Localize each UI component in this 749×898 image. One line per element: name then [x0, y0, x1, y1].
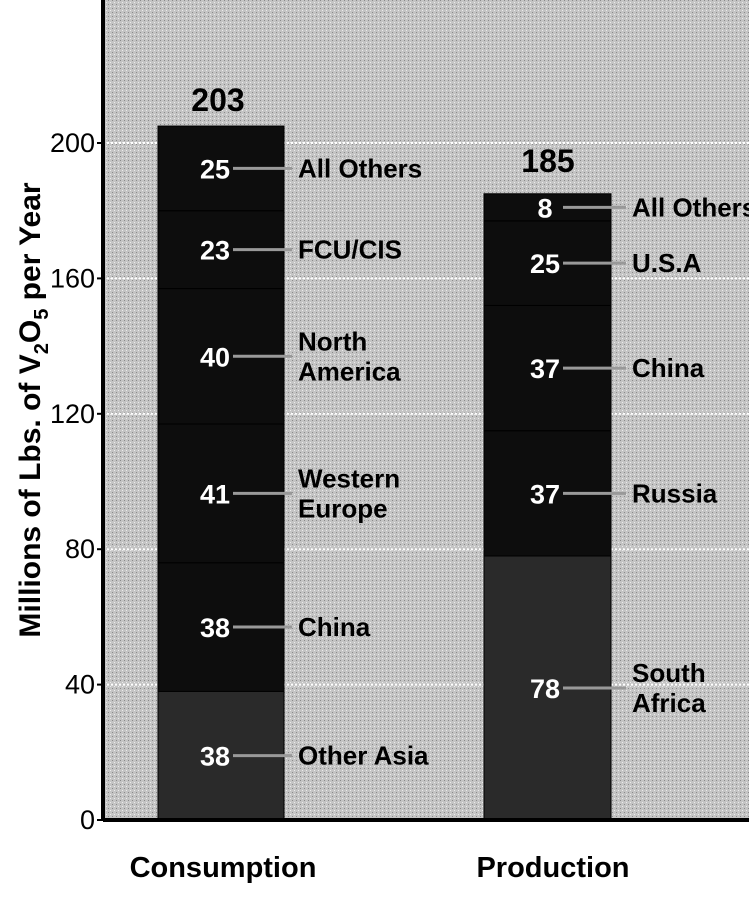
y-tick-label: 0 — [80, 805, 95, 835]
segment-category-label: Other Asia — [298, 741, 429, 771]
segment-category-label: All Others — [632, 192, 749, 222]
x-category-label: Production — [476, 852, 629, 884]
bar-total-label: 203 — [191, 82, 244, 118]
y-tick-label: 40 — [65, 670, 95, 700]
segment-value-label: 40 — [200, 342, 230, 372]
y-tick-label: 160 — [50, 263, 95, 293]
category-labels: Consumption Production — [130, 852, 630, 884]
segment-value-label: 41 — [200, 479, 230, 509]
y-tick-labels: 0 40 80 120 160 200 — [50, 128, 103, 835]
segment-category-label: China — [298, 612, 371, 642]
segment-category-label: Russia — [632, 478, 718, 508]
segment-category-label: All Others — [298, 153, 422, 183]
segment-category-label: South — [632, 658, 706, 688]
segment-value-label: 38 — [200, 613, 230, 643]
bar-total-label: 185 — [521, 143, 574, 179]
segment-category-label: Western — [298, 463, 400, 493]
segment-category-label: U.S.A — [632, 248, 702, 278]
segment-value-label: 37 — [530, 479, 560, 509]
segment-category-label: FCU/CIS — [298, 235, 402, 265]
y-axis-label: Millions of Lbs. of V2O5 per Year — [14, 182, 53, 637]
x-category-label: Consumption — [130, 852, 317, 884]
segment-value-label: 8 — [537, 193, 552, 223]
segment-value-label: 78 — [530, 674, 560, 704]
segment-category-label: Africa — [632, 688, 706, 718]
y-tick-label: 80 — [65, 534, 95, 564]
y-tick-label: 120 — [50, 399, 95, 429]
segment-value-label: 38 — [200, 742, 230, 772]
y-tick-label: 200 — [50, 128, 95, 158]
segment-value-label: 23 — [200, 236, 230, 266]
segment-category-label: Europe — [298, 493, 388, 523]
segment-value-label: 25 — [200, 154, 230, 184]
segment-value-label: 25 — [530, 249, 560, 279]
segment-category-label: North — [298, 326, 367, 356]
segment-value-label: 37 — [530, 354, 560, 384]
segment-category-label: China — [632, 353, 705, 383]
segment-category-label: America — [298, 356, 401, 386]
